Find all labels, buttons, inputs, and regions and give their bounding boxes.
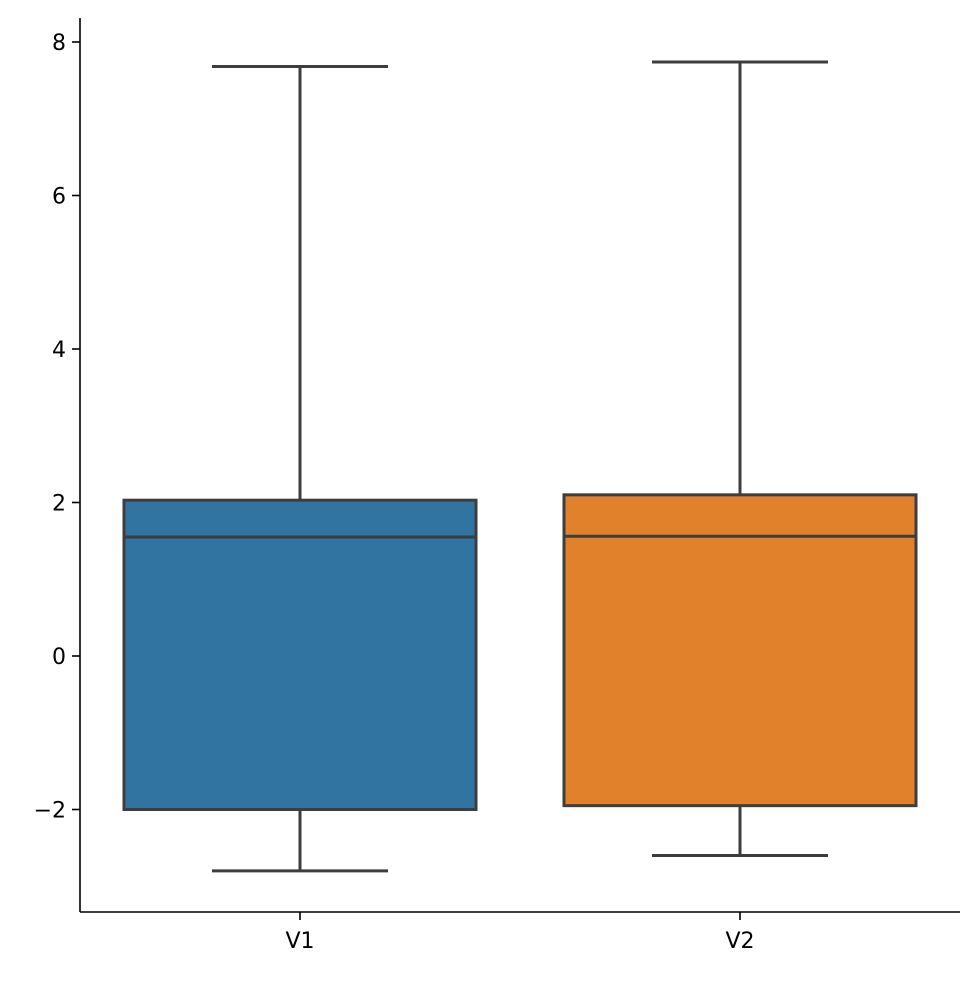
box-body-v1 [122, 498, 478, 811]
box-v1 [122, 65, 478, 873]
y-tick-label: 8 [52, 31, 66, 56]
y-tick-label: 6 [52, 185, 66, 210]
ticks-layer: V1 V2 −2 0 2 4 6 8 [34, 31, 755, 954]
y-tick-label: −2 [34, 799, 66, 824]
box-v2 [562, 60, 918, 858]
y-tick-label: 0 [52, 645, 66, 670]
y-tick-label: 2 [52, 492, 66, 517]
boxes-layer [122, 60, 918, 873]
y-tick-label: 4 [52, 338, 66, 363]
x-tick-label-v2: V2 [725, 929, 754, 954]
box-body-v2 [562, 493, 918, 808]
x-tick-label-v1: V1 [285, 929, 314, 954]
axes-layer [79, 18, 960, 913]
